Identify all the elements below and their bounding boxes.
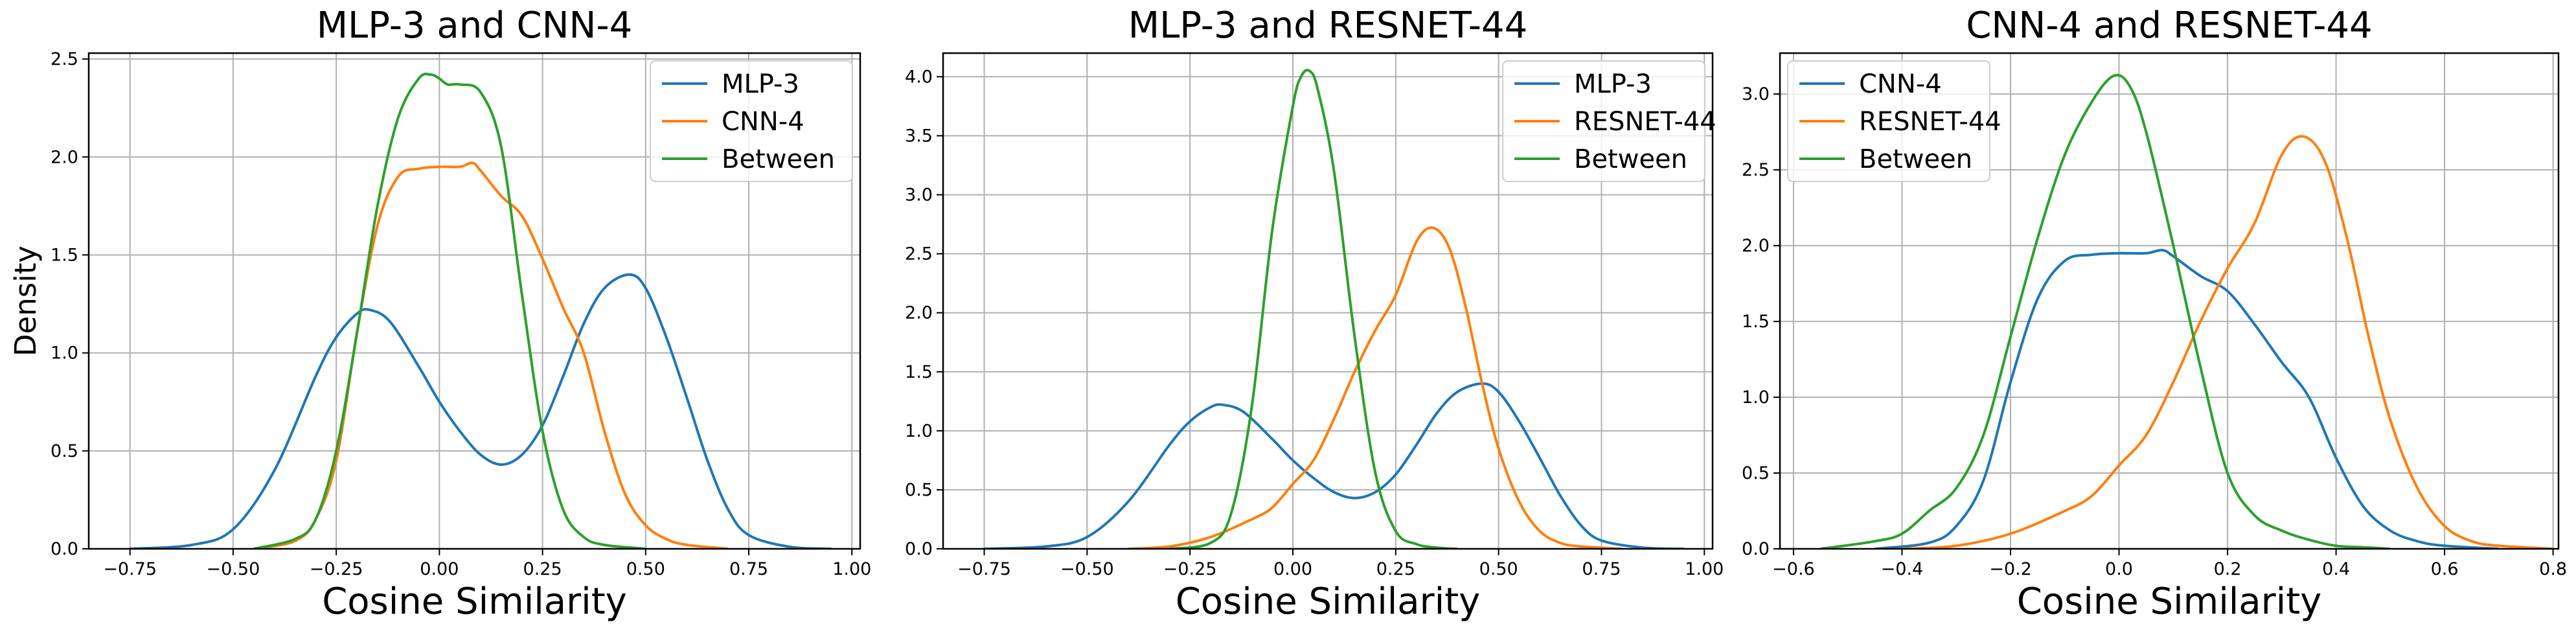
x-tick-label: 0.25 [1376, 559, 1415, 579]
legend-label: CNN-4 [722, 107, 804, 137]
y-tick-label: 0.5 [51, 441, 78, 461]
x-tick-label: −0.25 [310, 559, 363, 579]
legend-box [1502, 60, 1705, 182]
series-line-between [1820, 73, 2391, 549]
chart-title: CNN-4 and RESNET-44 [1966, 5, 2372, 47]
series-line-resnet-44 [1902, 135, 2553, 549]
x-tick-label: −0.6 [1772, 559, 1815, 579]
x-tick-label: 0.8 [2539, 559, 2567, 579]
y-tick-label: 1.0 [905, 421, 933, 441]
x-tick-label: 0.0 [2105, 559, 2133, 579]
x-tick-label: 0.25 [523, 559, 562, 579]
chart-panel-1: −0.75 −0.50 −0.25 0.00 0.25 0.50 0.75 1.00 0.0 0.… [8, 5, 871, 623]
x-tick-label: −0.4 [1881, 559, 1924, 579]
y-tick-label: 1.5 [905, 362, 933, 382]
legend-label: Between [1859, 144, 1972, 174]
chart-title: MLP-3 and CNN-4 [317, 5, 633, 47]
legend-label: RESNET-44 [1574, 107, 1716, 137]
legend-label: Between [722, 144, 835, 174]
x-tick-label: −0.25 [1163, 559, 1217, 579]
y-tick-label: 3.0 [905, 185, 933, 205]
series-line-between [1169, 69, 1458, 549]
x-tick-label: 0.75 [1582, 559, 1621, 579]
x-tick-label: 0.4 [2322, 559, 2350, 579]
x-tick-label: 0.6 [2431, 559, 2459, 579]
x-tick-label: 0.00 [1273, 559, 1312, 579]
x-tick-label: −0.50 [1060, 559, 1114, 579]
y-tick-label: 0.0 [1742, 539, 1770, 559]
x-tick-label: −0.75 [957, 559, 1011, 579]
x-tick-label: −0.50 [207, 559, 260, 579]
series-line-between [253, 73, 646, 549]
y-tick-label: 2.5 [1742, 160, 1770, 180]
y-axis-label: Density [8, 246, 43, 356]
series-line-resnet-44 [1128, 226, 1623, 549]
y-tick-label: 1.5 [1742, 312, 1770, 332]
y-tick-label: 4.0 [905, 67, 933, 87]
x-axis-label: Cosine Similarity [2017, 581, 2322, 623]
x-tick-label: 0.2 [2214, 559, 2242, 579]
legend-label: MLP-3 [722, 69, 799, 99]
x-tick-label: 0.75 [729, 559, 768, 579]
series-line-mlp-3 [984, 382, 1684, 549]
y-tick-label: 2.0 [1742, 236, 1770, 256]
y-tick-label: 3.0 [1742, 84, 1770, 104]
legend-label: Between [1574, 144, 1687, 174]
x-axis-label: Cosine Similarity [322, 581, 627, 623]
y-tick-label: 1.0 [51, 343, 78, 364]
x-tick-label: 0.50 [626, 559, 665, 579]
legend-label: MLP-3 [1574, 69, 1652, 99]
y-tick-label: 0.5 [1742, 463, 1770, 483]
series-line-mlp-3 [130, 273, 832, 549]
y-tick-label: 2.5 [51, 49, 78, 69]
chart-panel-2: −0.75 −0.50 −0.25 0.00 0.25 0.50 0.75 1.00 0.0 0.… [905, 5, 1724, 623]
x-tick-label: 1.00 [832, 559, 871, 579]
legend-box [1787, 60, 1990, 182]
x-tick-label: 0.00 [420, 559, 459, 579]
x-tick-label: −0.2 [1989, 559, 2032, 579]
y-tick-label: 1.5 [51, 245, 78, 265]
legend-label: CNN-4 [1859, 69, 1942, 99]
x-axis-label: Cosine Similarity [1176, 581, 1481, 623]
legend-label: RESNET-44 [1859, 107, 2001, 137]
chart-panel-3: −0.6 −0.4 −0.2 0.0 0.2 0.4 0.6 0.8 0.0 0.5 1.0 1.5 2… [1742, 5, 2567, 623]
chart-title: MLP-3 and RESNET-44 [1128, 5, 1528, 47]
axes-frame [1779, 52, 2560, 550]
series-line-cnn-4 [1875, 249, 2500, 549]
legend: CNN-4 RESNET-44 Between [1787, 60, 2001, 182]
x-tick-label: 0.50 [1479, 559, 1518, 579]
legend: MLP-3 RESNET-44 Between [1502, 60, 1716, 182]
y-tick-label: 2.0 [51, 147, 78, 167]
y-tick-label: 2.5 [905, 244, 933, 264]
y-tick-label: 0.0 [51, 539, 78, 559]
y-tick-label: 0.5 [905, 480, 933, 500]
y-tick-label: 3.5 [905, 126, 933, 146]
x-tick-label: −0.75 [103, 559, 157, 579]
y-tick-label: 0.0 [905, 539, 933, 559]
x-tick-label: 1.00 [1685, 559, 1724, 579]
axes-frame [87, 52, 861, 550]
y-tick-label: 1.0 [1742, 387, 1770, 408]
legend: MLP-3 CNN-4 Between [650, 60, 853, 182]
legend-box [650, 60, 853, 182]
axes-frame [942, 52, 1714, 550]
y-tick-label: 2.0 [905, 303, 933, 323]
